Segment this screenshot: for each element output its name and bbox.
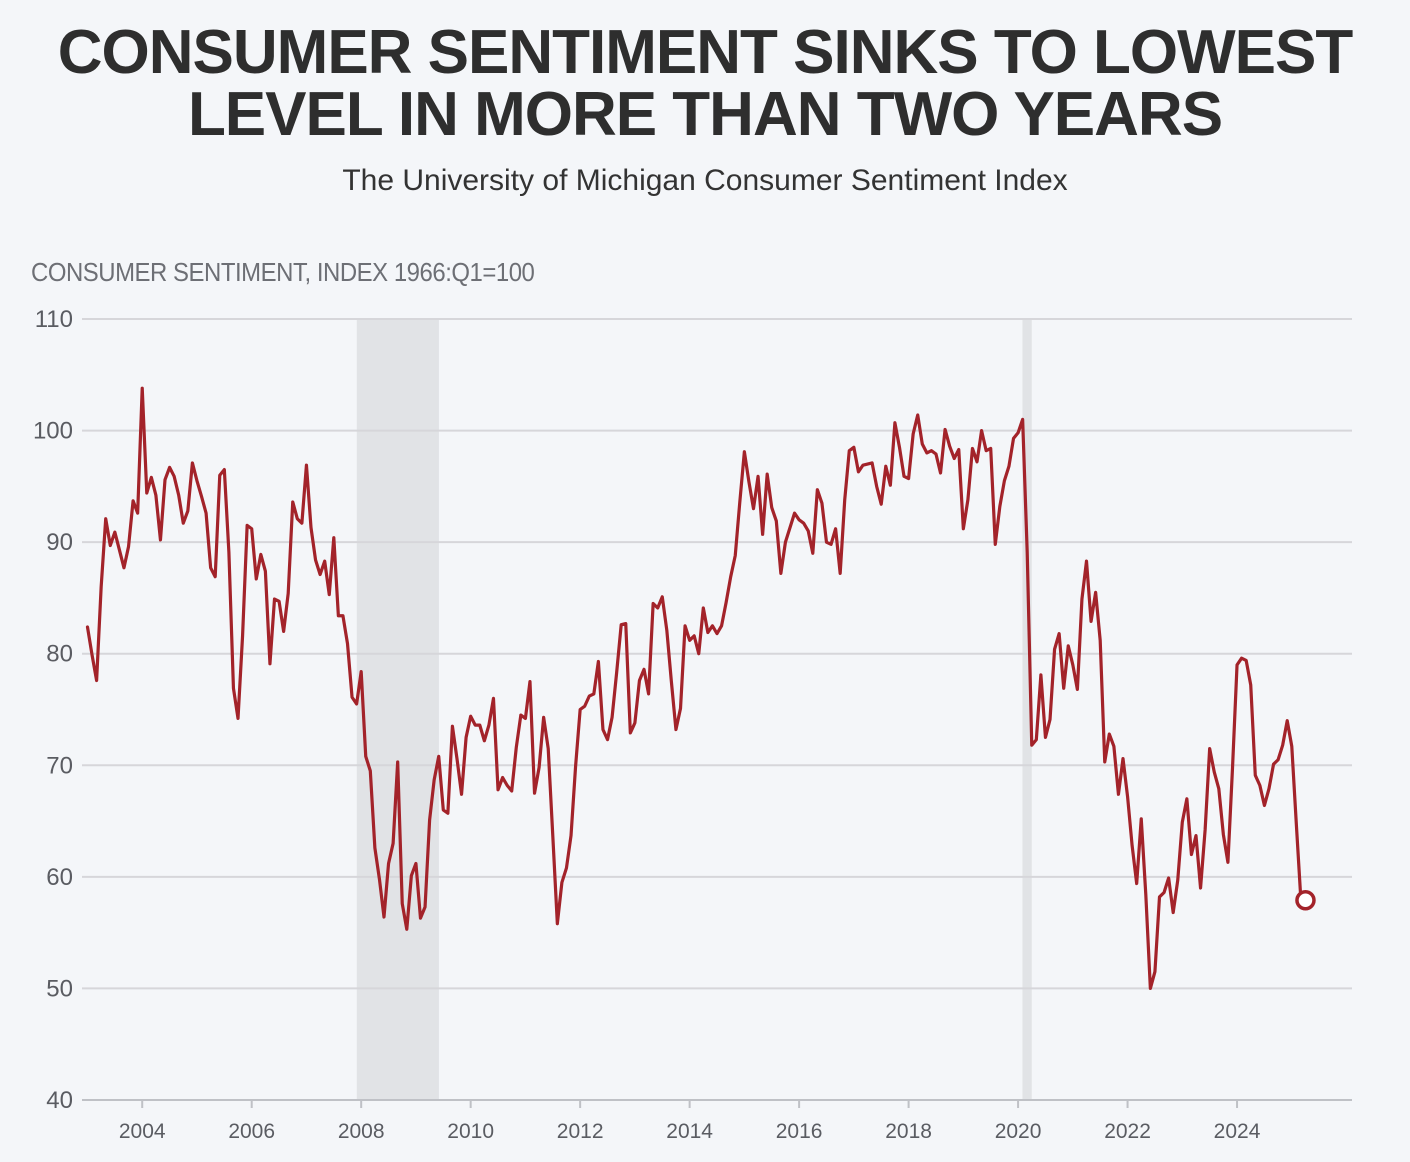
y-tick-label: 100 [33,418,73,445]
y-tick-label: 70 [46,752,73,779]
x-tick-label: 2016 [776,1120,823,1143]
series-line-1 [85,386,1303,991]
x-tick-label: 2024 [1214,1120,1261,1143]
y-tick-label: 50 [46,975,73,1002]
latest-value-marker [1295,890,1316,911]
x-tick-label: 2022 [1104,1120,1151,1143]
y-tick-label: 60 [46,864,73,891]
x-axis-ticks: 2004 2006 2008 2010 2012 2014 2016 2018 2020 2022… [119,1100,1261,1143]
recession-band-2 [1022,319,1032,1100]
chart-subtitle: The University of Michigan Consumer Sent… [342,164,1068,197]
x-tick-label: 2014 [666,1120,713,1143]
y-tick-label: 40 [46,1087,73,1114]
y-tick-label: 80 [46,641,73,668]
x-tick-label: 2008 [338,1120,385,1143]
page-title: CONSUMER SENTIMENT SINKS TO LOWEST LEVEL… [57,18,1353,149]
series [85,386,1316,991]
x-tick-label: 2006 [228,1120,275,1143]
y-axis-title: CONSUMER SENTIMENT, INDEX 1966:Q1=100 [31,257,535,287]
grid-lines [82,318,1352,1101]
y-tick-label: 110 [35,306,73,333]
x-tick-label: 2004 [119,1120,166,1143]
x-tick-label: 2020 [995,1120,1042,1143]
x-tick-label: 2010 [447,1120,494,1143]
y-tick-label: 90 [46,529,73,556]
recession-shading [356,319,1032,1100]
x-tick-label: 2018 [885,1120,932,1143]
recession-band-1 [356,319,439,1100]
y-axis-ticks: 40 50 60 70 80 90 100 110 [33,306,73,1114]
x-tick-label: 2012 [557,1120,604,1143]
